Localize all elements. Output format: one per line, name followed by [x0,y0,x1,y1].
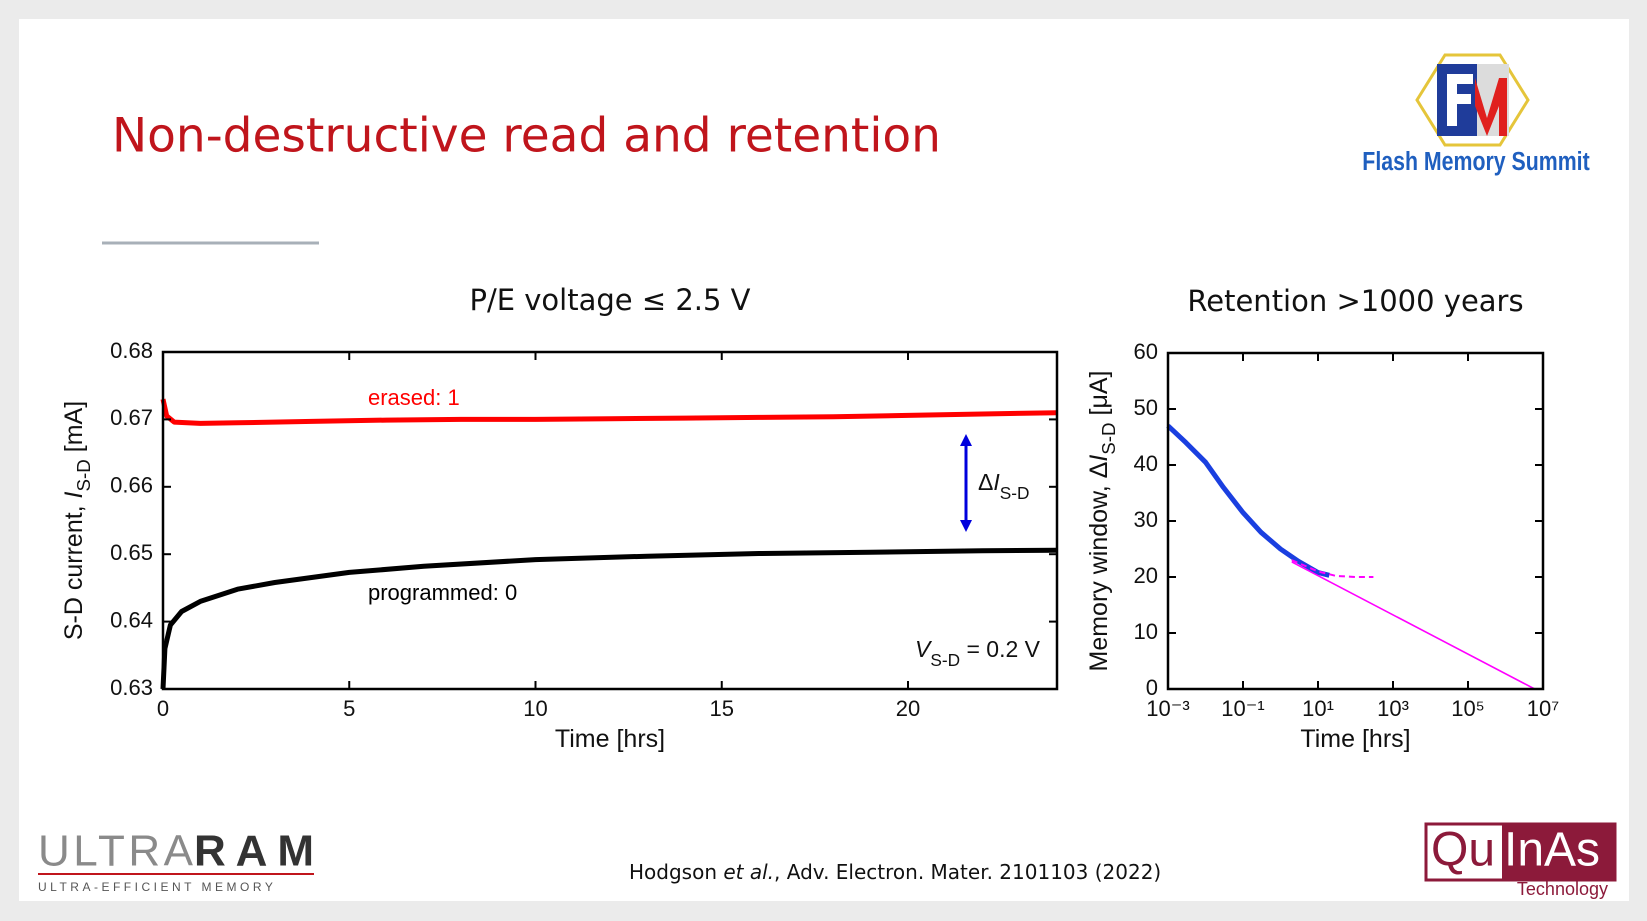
series-line [160,547,1058,690]
ultraram-logo: ULTRA RAM ULTRA-EFFICIENT MEMORY [38,827,314,894]
x-tick-label: 10⁵ [1451,696,1485,721]
y-tick-label: 20 [1134,563,1158,588]
ultraram-bold: RAM [194,827,314,876]
text-part: Hodgson [629,860,723,884]
series-label: erased: 1 [368,385,460,410]
citation: Hodgson et al., Adv. Electron. Mater. 21… [629,860,1161,884]
x-axis-label: Time [hrs] [1300,725,1410,753]
text-part: S-D [930,650,960,670]
x-tick-label: 10 [523,696,547,721]
quinas-left: Qu [1431,824,1495,877]
y-tick-label: 40 [1134,451,1158,476]
x-tick-label: 0 [157,696,169,721]
y-axis-label: Memory window, ΔIS-D [μA] [1085,371,1120,672]
quinas-right: InAs [1504,824,1600,877]
x-tick-label: 10³ [1377,696,1409,721]
series-line [1166,423,1330,578]
series-label: programmed: 0 [368,580,517,605]
y-tick-label: 0.66 [110,473,153,498]
x-tick-label: 10⁻³ [1146,696,1189,721]
annotation: ΔIS-D [978,469,1029,502]
text-part: S-D current, [60,498,88,640]
y-tick-label: 0.63 [110,675,153,700]
x-tick-label: 5 [343,696,355,721]
plot-frame [161,350,1059,691]
chart-title: Retention >1000 years [1187,284,1523,318]
text-part: I [1085,455,1113,462]
y-tick-label: 0.65 [110,540,153,565]
text-part: [mA] [60,401,88,459]
fms-logo: Flash Memory Summit [1362,53,1590,177]
text-part: Memory window, Δ [1085,462,1113,672]
text-part: [μA] [1085,371,1113,423]
series-line [160,398,1058,426]
y-tick-label: 50 [1134,395,1158,420]
slide-title: Non-destructive read and retention [112,109,941,164]
text-part: , Adv. Electron. Mater. 2101103 (2022) [774,860,1161,884]
ultraram-light: ULTRA [38,827,194,876]
x-axis-label: Time [hrs] [555,725,665,753]
y-tick-label: 30 [1134,507,1158,532]
quinas-logo: Qu InAs Technology [1424,822,1617,899]
text-part: I [993,469,1000,495]
x-tick-label: 20 [896,696,920,721]
y-axis-label: S-D current, IS-D [mA] [60,401,95,640]
text-part: Time [hrs] [555,725,665,753]
annotation: VS-D = 0.2 V [915,636,1041,669]
text-part: S-D [1000,483,1030,503]
ultraram-tagline: ULTRA-EFFICIENT MEMORY [38,880,276,894]
fms-logo-text: Flash Memory Summit [1362,147,1589,177]
y-tick-label: 0.64 [110,607,153,632]
arrow-head [960,520,972,532]
quinas-sub: Technology [1517,879,1608,899]
series-line [1291,561,1536,690]
text-part: V [915,636,933,662]
chart: P/E voltage ≤ 2.5 V erased: 1 programmed: … [60,283,1059,753]
y-tick-label: 10 [1134,619,1158,644]
x-tick-label: 10⁷ [1527,696,1559,721]
x-tick-label: 15 [710,696,734,721]
text-part: Time [hrs] [1300,725,1410,753]
x-tick-label: 10⁻¹ [1221,696,1264,721]
series-line [1291,559,1374,578]
text-part: S-D [1098,422,1119,454]
text-part: = 0.2 V [960,636,1041,662]
y-tick-label: 0 [1146,675,1158,700]
x-tick-label: 10¹ [1302,696,1334,721]
text-part: Δ [978,469,993,495]
text-part: I [60,491,88,498]
y-tick-label: 0.68 [110,338,153,363]
text-part: S-D [73,459,94,491]
text-part: et al. [723,860,774,884]
chart-title: P/E voltage ≤ 2.5 V [469,283,750,317]
slide-body [19,19,1629,901]
y-tick-label: 0.67 [110,405,153,430]
arrow-head [960,434,972,446]
chart: Retention >1000 years 0 10 20 30 40 50 60 10⁻³ 10… [1085,284,1560,753]
y-tick-label: 60 [1134,339,1158,364]
